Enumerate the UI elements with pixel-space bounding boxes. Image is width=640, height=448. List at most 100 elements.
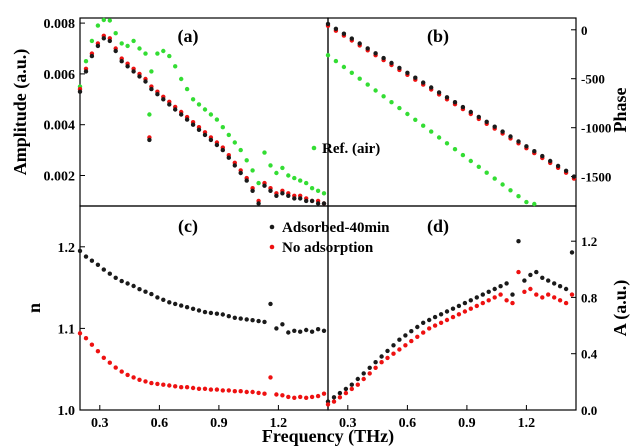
point-d-s1-9 xyxy=(379,360,384,365)
point-a-s0-10 xyxy=(137,46,142,51)
point-c-s0-35 xyxy=(286,330,291,335)
point-a-s2-14 xyxy=(155,92,160,97)
point-d-s1-40 xyxy=(563,300,569,306)
point-c-s0-37 xyxy=(298,329,303,334)
point-b-s0-23 xyxy=(508,188,513,193)
point-c-s1-28 xyxy=(244,389,249,395)
point-d-s0-23 xyxy=(462,300,468,306)
point-d-s0-38 xyxy=(552,281,557,286)
panel-label-b: (b) xyxy=(427,26,449,47)
point-d-s1-31 xyxy=(510,300,515,306)
point-d-s0-2 xyxy=(337,390,343,396)
point-c-s0-14 xyxy=(161,297,166,302)
point-a-s2-8 xyxy=(125,64,130,69)
point-d-s0-35 xyxy=(534,269,539,275)
point-a-s2-38 xyxy=(298,196,303,201)
point-b-s0-5 xyxy=(365,82,370,87)
point-d-s0-13 xyxy=(403,333,408,338)
point-c-s0-11 xyxy=(143,289,148,294)
point-c-s1-11 xyxy=(143,379,148,384)
point-a-s2-1 xyxy=(83,69,89,74)
point-d-s1-19 xyxy=(438,320,444,325)
xtick-label-d-1: 0.6 xyxy=(399,416,417,431)
point-b-s2-20 xyxy=(484,119,489,125)
legend-marker-ref-air xyxy=(311,145,317,151)
point-c-s1-26 xyxy=(232,389,237,394)
point-d-s0-10 xyxy=(385,348,390,354)
point-a-s2-27 xyxy=(232,163,237,168)
point-c-s0-21 xyxy=(202,309,208,315)
point-b-s0-0 xyxy=(325,53,331,58)
point-a-s2-7 xyxy=(119,59,124,64)
point-b-s0-12 xyxy=(421,123,426,128)
point-c-s1-22 xyxy=(208,387,214,392)
point-b-s2-26 xyxy=(532,149,537,154)
point-c-s1-9 xyxy=(131,375,136,380)
point-d-s0-37 xyxy=(546,278,551,283)
point-a-s0-20 xyxy=(190,97,196,102)
point-d-s1-30 xyxy=(504,298,509,303)
point-a-s0-3 xyxy=(95,23,101,28)
point-b-s0-14 xyxy=(436,135,442,140)
point-d-s1-32 xyxy=(516,269,521,275)
point-c-s0-16 xyxy=(173,301,178,307)
point-a-s2-2 xyxy=(89,53,95,59)
point-d-s0-3 xyxy=(343,386,349,392)
point-b-s0-8 xyxy=(389,100,394,105)
point-a-s2-10 xyxy=(137,74,142,79)
point-d-s0-30 xyxy=(504,281,509,286)
point-a-s2-34 xyxy=(274,193,279,198)
point-a-s0-5 xyxy=(107,18,113,23)
point-d-s1-8 xyxy=(373,365,378,370)
point-d-s0-40 xyxy=(563,286,569,292)
point-b-s0-10 xyxy=(405,111,410,117)
ytick-label-b-0: 0 xyxy=(581,23,588,38)
point-a-s0-31 xyxy=(256,180,261,186)
xtick-label-d-2: 0.9 xyxy=(458,416,476,431)
ylabel-absorbance: A (a.u.) xyxy=(610,280,631,337)
point-c-s1-18 xyxy=(184,385,190,390)
point-a-s0-21 xyxy=(196,102,202,107)
point-b-s2-29 xyxy=(555,163,561,169)
point-b-s2-12 xyxy=(421,80,426,85)
point-a-s2-9 xyxy=(131,69,136,74)
point-c-s1-15 xyxy=(167,383,172,388)
point-a-s0-30 xyxy=(250,168,255,173)
point-c-s0-27 xyxy=(238,316,243,321)
point-b-s2-18 xyxy=(468,109,473,115)
point-a-s0-41 xyxy=(315,188,321,193)
point-c-s1-31 xyxy=(262,391,267,396)
point-b-s0-22 xyxy=(500,182,505,187)
point-a-s0-37 xyxy=(292,175,297,181)
panel-d-frame xyxy=(327,205,577,411)
point-a-s2-22 xyxy=(202,132,208,138)
point-b-s2-25 xyxy=(524,144,529,149)
ytick-label-a-3: 0.008 xyxy=(44,17,76,32)
point-c-s0-31 xyxy=(262,319,267,325)
point-a-s0-18 xyxy=(179,76,184,82)
point-a-s2-20 xyxy=(190,122,196,127)
point-a-s2-6 xyxy=(113,48,118,54)
point-d-s1-25 xyxy=(474,303,479,309)
point-d-s0-29 xyxy=(498,284,503,289)
point-a-s0-36 xyxy=(286,173,291,178)
point-c-s0-18 xyxy=(184,305,190,310)
ytick-label-c-1: 1.1 xyxy=(58,322,76,337)
point-d-s0-31 xyxy=(510,292,515,297)
point-c-s1-29 xyxy=(250,389,255,395)
point-b-s2-9 xyxy=(397,65,402,71)
point-d-s1-33 xyxy=(522,289,527,294)
point-c-s0-17 xyxy=(179,303,184,308)
point-d-s0-1 xyxy=(331,395,337,400)
panel-label-d: (d) xyxy=(427,216,449,237)
point-a-s0-19 xyxy=(184,86,190,92)
point-c-s1-14 xyxy=(161,382,166,387)
point-c-s0-32 xyxy=(268,301,273,307)
point-a-s0-27 xyxy=(232,140,237,145)
point-c-s1-27 xyxy=(238,389,243,394)
point-b-s2-27 xyxy=(540,153,545,159)
point-c-s0-29 xyxy=(250,318,255,323)
point-a-s0-22 xyxy=(202,107,208,112)
point-a-s0-39 xyxy=(304,180,309,186)
